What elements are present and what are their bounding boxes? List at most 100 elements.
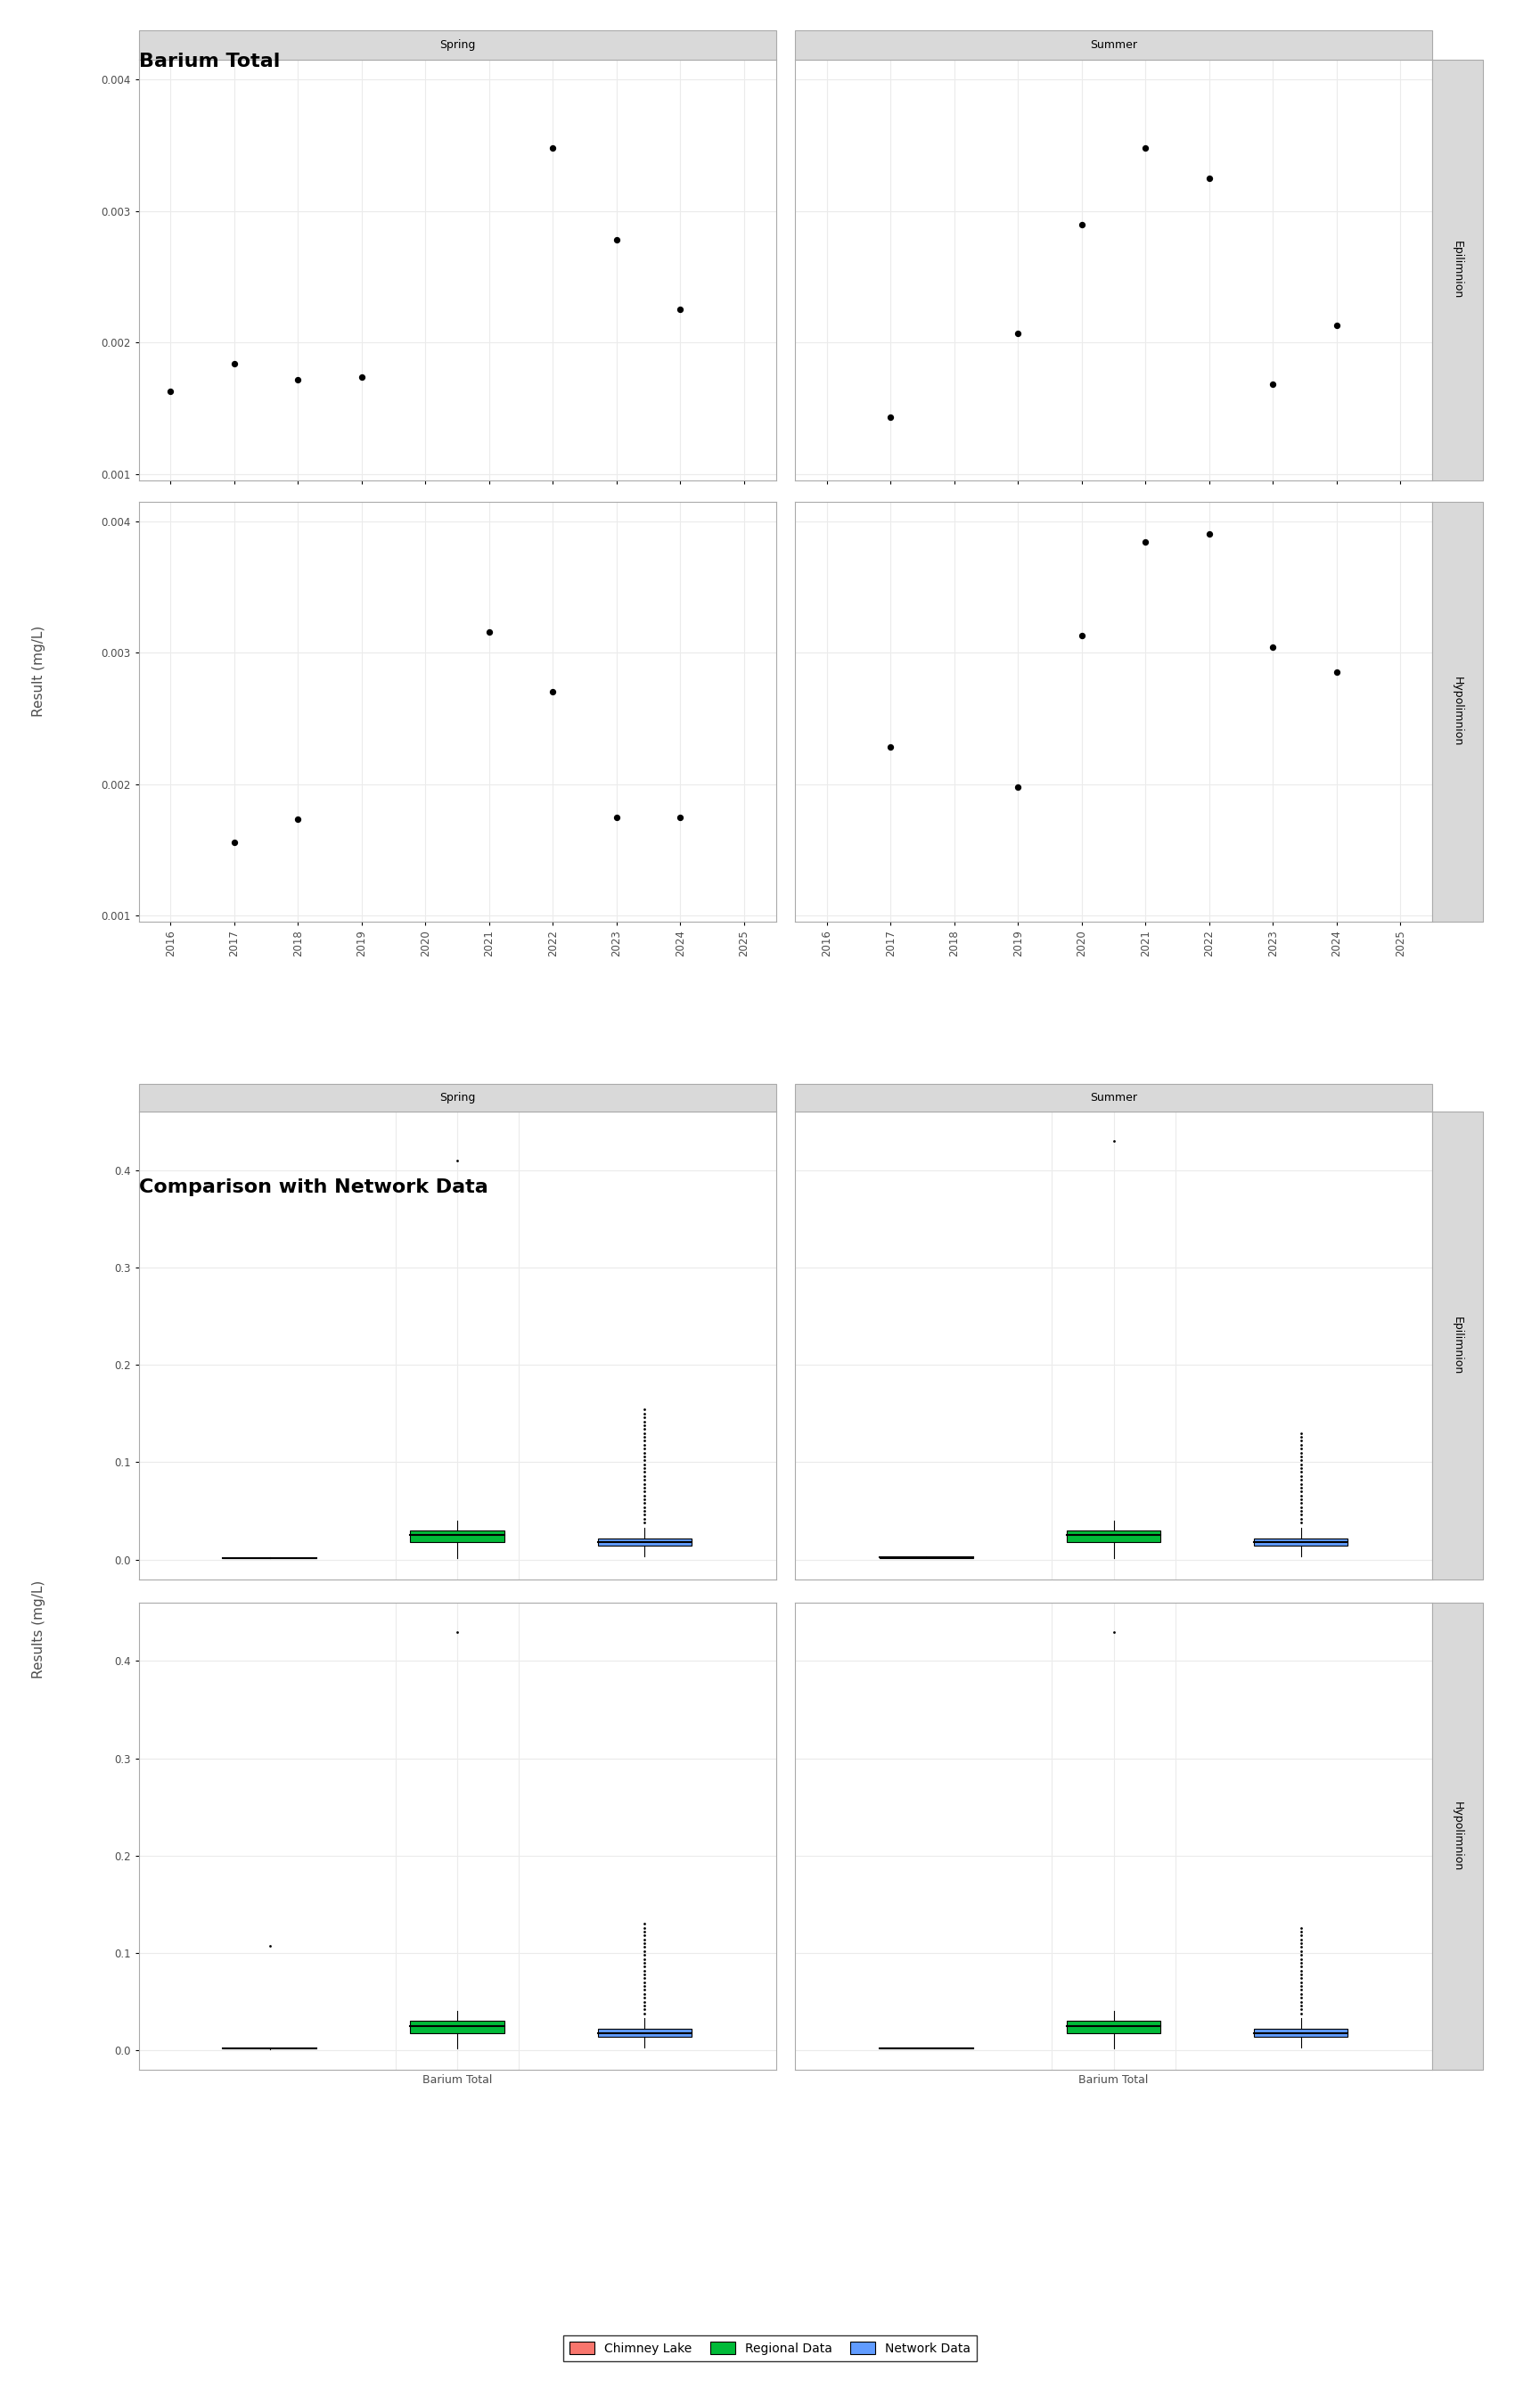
Point — [604, 798, 628, 836]
Text: Hypolimnion: Hypolimnion — [1452, 1802, 1463, 1871]
Point — [633, 1991, 658, 2029]
Bar — [1067, 1531, 1161, 1543]
Point — [633, 1462, 658, 1500]
Point — [633, 1924, 658, 1962]
Point — [1289, 1502, 1314, 1541]
FancyBboxPatch shape — [139, 1083, 776, 1112]
Point — [1289, 1440, 1314, 1478]
Point — [1324, 654, 1349, 692]
Point — [1289, 1450, 1314, 1488]
Point — [1289, 1936, 1314, 1974]
Point — [1289, 1495, 1314, 1533]
Bar — [410, 1531, 504, 1543]
FancyBboxPatch shape — [139, 31, 776, 60]
Point — [633, 1967, 658, 2005]
Text: Epilimnion: Epilimnion — [1452, 1315, 1463, 1375]
Point — [1289, 1941, 1314, 1979]
Point — [633, 1450, 658, 1488]
Point — [633, 1919, 658, 1958]
Point — [1289, 1962, 1314, 2001]
Point — [1289, 1464, 1314, 1502]
Point — [1289, 1974, 1314, 2013]
Point — [1289, 1462, 1314, 1500]
FancyBboxPatch shape — [795, 1083, 1432, 1112]
Point — [633, 1974, 658, 2013]
Point — [1289, 1438, 1314, 1476]
Point — [1289, 1967, 1314, 2005]
Text: Summer: Summer — [1090, 1093, 1137, 1105]
Point — [445, 1140, 470, 1179]
Point — [633, 1433, 658, 1471]
FancyBboxPatch shape — [1432, 1112, 1483, 1579]
Point — [633, 1950, 658, 1989]
Point — [1289, 1993, 1314, 2032]
Point — [633, 1440, 658, 1478]
FancyBboxPatch shape — [795, 31, 1432, 60]
Point — [1289, 1493, 1314, 1531]
Bar — [598, 1538, 691, 1545]
Text: Results (mg/L): Results (mg/L) — [32, 1579, 45, 1680]
Point — [1289, 1481, 1314, 1519]
Point — [1197, 515, 1221, 553]
Point — [1289, 1972, 1314, 2010]
Point — [1289, 1931, 1314, 1970]
Text: Spring: Spring — [439, 38, 476, 50]
FancyBboxPatch shape — [1432, 501, 1483, 922]
Point — [1289, 1476, 1314, 1514]
Legend: Chimney Lake, Regional Data, Network Data: Chimney Lake, Regional Data, Network Dat… — [564, 2336, 976, 2360]
Point — [1101, 1121, 1126, 1160]
Point — [159, 371, 183, 410]
Point — [1289, 1981, 1314, 2020]
Point — [285, 800, 310, 839]
Bar — [598, 2029, 691, 2037]
Point — [1289, 1948, 1314, 1986]
Text: Comparison with Network Data: Comparison with Network Data — [139, 1179, 488, 1196]
Point — [1289, 1500, 1314, 1538]
Point — [633, 1469, 658, 1507]
Point — [633, 1962, 658, 2001]
Text: Hypolimnion: Hypolimnion — [1452, 678, 1463, 748]
Point — [541, 673, 565, 712]
Point — [668, 290, 693, 328]
Point — [633, 1912, 658, 1950]
Point — [1261, 628, 1286, 666]
Point — [222, 822, 246, 860]
Point — [1133, 129, 1158, 168]
Point — [878, 728, 902, 767]
Point — [633, 1476, 658, 1514]
Point — [633, 1471, 658, 1509]
Point — [1289, 1430, 1314, 1469]
Point — [1289, 1960, 1314, 1998]
Point — [633, 1452, 658, 1490]
Text: Summer: Summer — [1090, 38, 1137, 50]
Point — [1289, 1418, 1314, 1457]
Point — [1289, 1414, 1314, 1452]
Point — [1289, 1917, 1314, 1955]
Point — [633, 1488, 658, 1526]
Point — [1289, 1433, 1314, 1471]
Point — [1006, 767, 1030, 805]
Bar — [1254, 1538, 1348, 1545]
Point — [633, 1955, 658, 1993]
Point — [633, 1960, 658, 1998]
FancyBboxPatch shape — [1432, 1603, 1483, 2070]
Point — [633, 1500, 658, 1538]
Point — [633, 1414, 658, 1452]
Point — [633, 1917, 658, 1955]
Point — [633, 1993, 658, 2032]
Point — [633, 1943, 658, 1981]
Point — [633, 1418, 658, 1457]
Point — [633, 1421, 658, 1459]
Point — [633, 1979, 658, 2017]
Point — [541, 129, 565, 168]
Point — [633, 1402, 658, 1440]
Point — [633, 1457, 658, 1495]
Point — [257, 1926, 282, 1965]
Point — [1289, 1457, 1314, 1495]
Point — [1324, 307, 1349, 345]
Point — [633, 1495, 658, 1533]
Point — [633, 1399, 658, 1438]
Point — [1101, 1613, 1126, 1651]
Point — [633, 1931, 658, 1970]
Point — [633, 1910, 658, 1948]
